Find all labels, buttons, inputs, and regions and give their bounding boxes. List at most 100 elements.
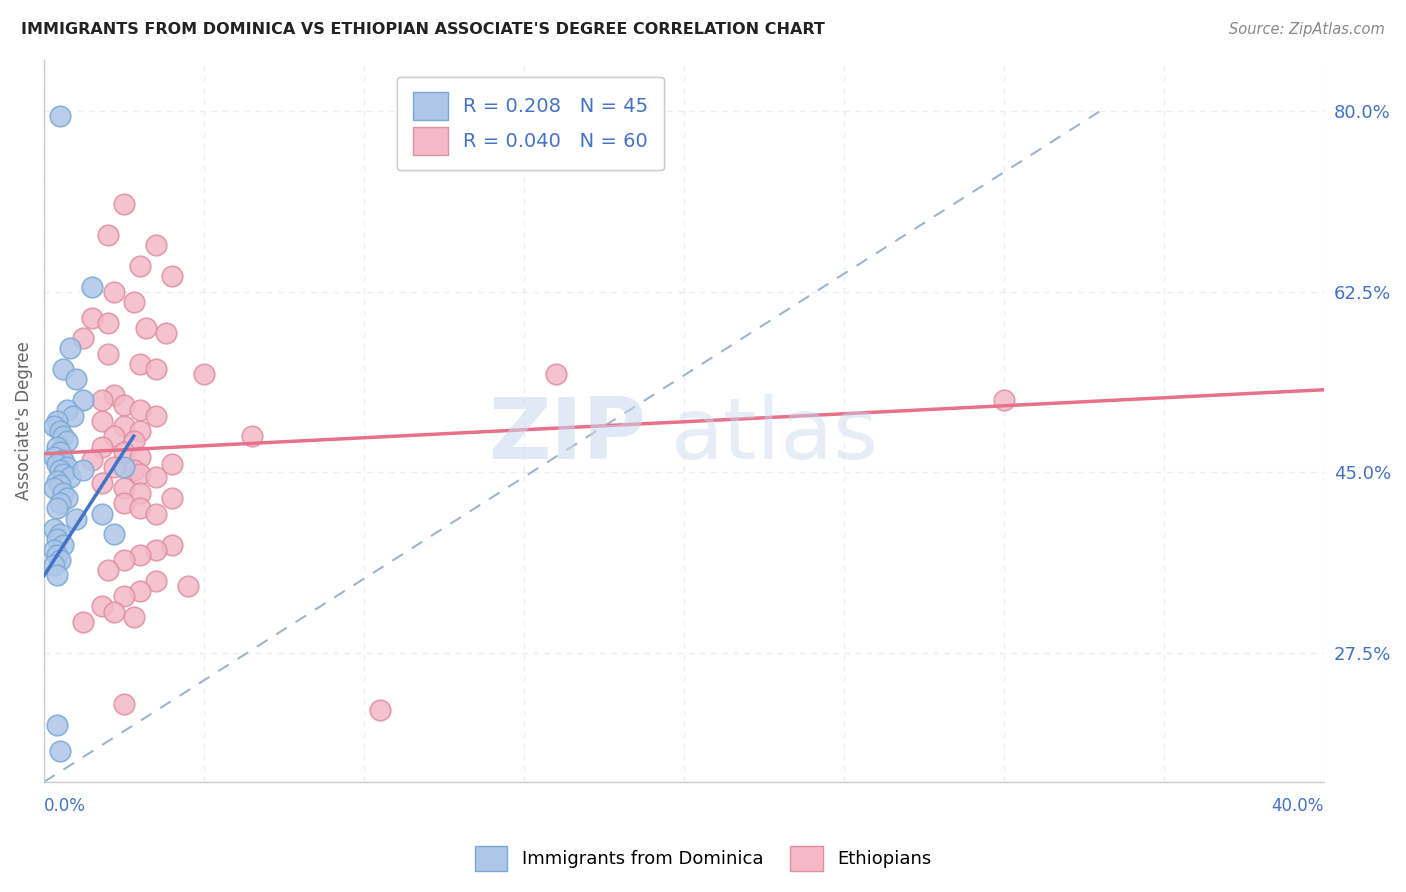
Point: [49, 553, 72, 567]
Point: [112, 460, 135, 475]
Point: [42, 418, 65, 433]
Point: [52, 362, 75, 376]
Point: [72, 393, 94, 408]
Point: [160, 457, 183, 471]
Point: [129, 467, 152, 482]
Point: [52, 453, 75, 467]
Point: [160, 491, 183, 505]
Point: [65, 372, 87, 386]
Point: [49, 496, 72, 510]
Point: [112, 496, 135, 510]
Point: [62, 409, 84, 423]
Point: [155, 326, 177, 340]
Point: [112, 444, 135, 458]
Point: [49, 477, 72, 491]
Point: [129, 403, 152, 417]
Point: [103, 388, 125, 402]
Point: [129, 357, 152, 371]
Point: [45, 414, 67, 428]
Point: [145, 470, 167, 484]
Point: [90, 393, 112, 408]
Point: [145, 362, 167, 376]
Point: [52, 486, 75, 500]
Point: [45, 718, 67, 732]
Point: [129, 259, 152, 273]
Point: [129, 424, 152, 438]
Point: [42, 450, 65, 464]
Point: [42, 481, 65, 495]
Point: [112, 698, 135, 712]
Text: atlas: atlas: [671, 393, 879, 476]
Point: [129, 450, 152, 464]
Point: [193, 368, 215, 382]
Point: [97, 316, 120, 330]
Point: [90, 475, 112, 490]
Point: [52, 429, 75, 443]
Point: [82, 310, 104, 325]
Point: [103, 527, 125, 541]
Point: [59, 342, 82, 356]
Point: [82, 279, 104, 293]
Text: IMMIGRANTS FROM DOMINICA VS ETHIOPIAN ASSOCIATE'S DEGREE CORRELATION CHART: IMMIGRANTS FROM DOMINICA VS ETHIOPIAN AS…: [21, 22, 825, 37]
Text: Source: ZipAtlas.com: Source: ZipAtlas.com: [1229, 22, 1385, 37]
Point: [544, 368, 567, 382]
Point: [145, 574, 167, 588]
Text: ZIP: ZIP: [488, 393, 645, 476]
Point: [122, 295, 145, 310]
Point: [90, 507, 112, 521]
Point: [112, 197, 135, 211]
Point: [112, 398, 135, 412]
Point: [45, 501, 67, 516]
Point: [42, 522, 65, 536]
Point: [112, 589, 135, 603]
Point: [145, 542, 167, 557]
Point: [45, 568, 67, 582]
Point: [55, 460, 77, 475]
Point: [240, 429, 263, 443]
Point: [122, 434, 145, 449]
Point: [90, 599, 112, 614]
Point: [90, 440, 112, 454]
Point: [135, 321, 157, 335]
Point: [55, 403, 77, 417]
Point: [49, 109, 72, 123]
Legend: Immigrants from Dominica, Ethiopians: Immigrants from Dominica, Ethiopians: [467, 838, 939, 879]
Point: [45, 474, 67, 488]
Point: [112, 481, 135, 495]
Text: 40.0%: 40.0%: [1271, 797, 1324, 815]
Point: [90, 414, 112, 428]
Point: [42, 558, 65, 573]
Point: [42, 542, 65, 557]
Point: [97, 227, 120, 242]
Point: [103, 285, 125, 299]
Point: [45, 548, 67, 562]
Y-axis label: Associate's Degree: Associate's Degree: [15, 342, 32, 500]
Point: [103, 460, 125, 475]
Point: [49, 744, 72, 758]
Point: [55, 434, 77, 449]
Point: [97, 563, 120, 577]
Point: [45, 533, 67, 547]
Point: [45, 440, 67, 454]
Point: [145, 409, 167, 423]
Point: [129, 501, 152, 516]
Point: [145, 238, 167, 252]
Point: [122, 609, 145, 624]
Point: [103, 605, 125, 619]
Point: [49, 444, 72, 458]
Text: 0.0%: 0.0%: [44, 797, 86, 815]
Point: [129, 584, 152, 599]
Point: [72, 463, 94, 477]
Legend: R = 0.208   N = 45, R = 0.040   N = 60: R = 0.208 N = 45, R = 0.040 N = 60: [396, 77, 664, 170]
Point: [49, 424, 72, 438]
Point: [72, 331, 94, 345]
Point: [59, 470, 82, 484]
Point: [160, 537, 183, 551]
Point: [72, 615, 94, 629]
Point: [49, 527, 72, 541]
Point: [65, 512, 87, 526]
Point: [368, 703, 391, 717]
Point: [52, 467, 75, 482]
Point: [177, 579, 200, 593]
Point: [145, 507, 167, 521]
